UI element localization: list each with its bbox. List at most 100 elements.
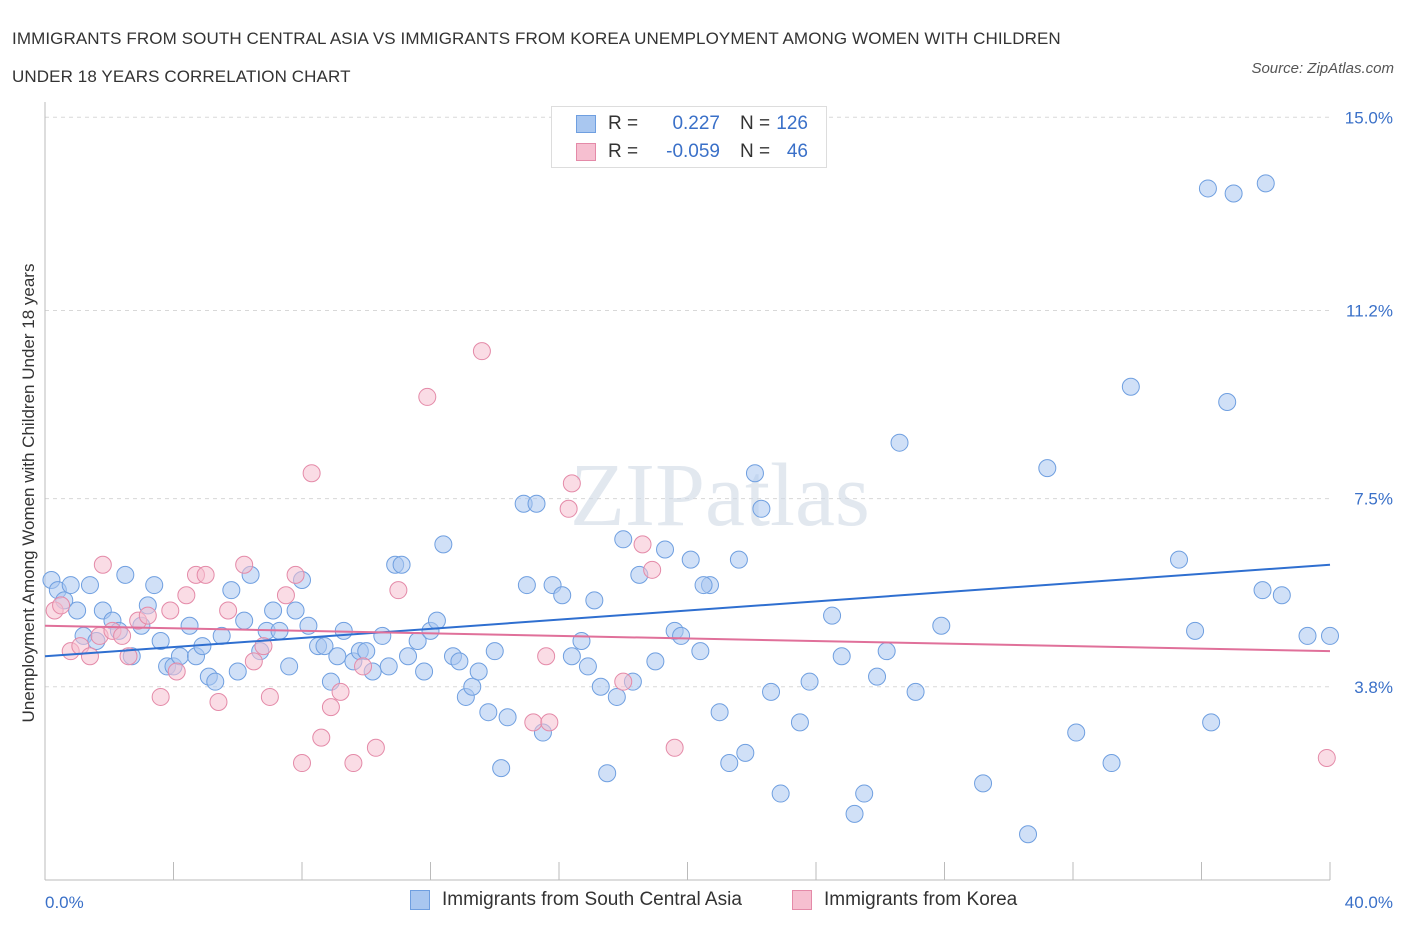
point-south-central-asia (890, 433, 909, 452)
point-south-central-asia (479, 703, 498, 722)
point-south-central-asia (1170, 550, 1189, 569)
point-south-central-asia (434, 535, 453, 554)
point-korea (312, 728, 331, 747)
legend-n-label: N = (740, 141, 771, 162)
point-south-central-asia (974, 774, 993, 793)
point-south-central-asia (463, 677, 482, 696)
point-korea (167, 662, 186, 681)
point-south-central-asia (672, 626, 691, 645)
legend-r-value: 0.227 (672, 113, 720, 134)
point-south-central-asia (729, 550, 748, 569)
legend-swatch-pink (576, 143, 596, 161)
point-korea (80, 647, 99, 666)
chart-title: IMMIGRANTS FROM SOUTH CENTRAL ASIA VS IM… (12, 20, 1212, 96)
point-south-central-asia (691, 642, 710, 661)
point-korea (209, 693, 228, 712)
point-korea (540, 713, 559, 732)
point-south-central-asia (527, 494, 546, 513)
legend-n-value: 126 (776, 113, 808, 134)
point-south-central-asia (68, 601, 87, 620)
point-south-central-asia (572, 632, 591, 651)
point-korea (331, 682, 350, 701)
point-south-central-asia (1321, 626, 1339, 645)
point-korea (119, 647, 138, 666)
legend-row-pink: R = -0.059 N = 46 (576, 140, 808, 164)
point-south-central-asia (868, 667, 887, 686)
x-tick-label-min: 0.0% (45, 893, 84, 912)
point-south-central-asia (932, 616, 951, 635)
legend-label-korea: Immigrants from Korea (824, 889, 1018, 910)
point-south-central-asia (379, 657, 398, 676)
point-south-central-asia (328, 647, 347, 666)
y-tick-label: 3.8% (1354, 678, 1393, 697)
correlation-legend: R = 0.227 N = 126 R = -0.059 N = 46 (551, 106, 827, 168)
point-south-central-asia (752, 499, 771, 518)
point-south-central-asia (469, 662, 488, 681)
y-tick-label: 11.2% (1346, 301, 1393, 320)
point-korea (286, 565, 305, 584)
point-south-central-asia (498, 708, 517, 727)
legend-n-value: 46 (786, 141, 808, 162)
point-south-central-asia (264, 601, 283, 620)
point-south-central-asia (1298, 626, 1317, 645)
point-south-central-asia (614, 530, 633, 549)
point-south-central-asia (845, 804, 864, 823)
legend-n-label: N = (740, 113, 771, 134)
point-south-central-asia (790, 713, 809, 732)
point-korea (562, 474, 581, 493)
point-south-central-asia (1067, 723, 1086, 742)
point-korea (293, 754, 311, 773)
trend-lines (44, 563, 1331, 658)
point-south-central-asia (415, 662, 434, 681)
point-south-central-asia (607, 687, 626, 706)
point-korea (177, 586, 196, 605)
point-south-central-asia (1121, 377, 1140, 396)
point-south-central-asia (357, 642, 376, 661)
point-south-central-asia (280, 657, 299, 676)
point-south-central-asia (720, 754, 739, 773)
point-south-central-asia (1256, 174, 1275, 193)
point-south-central-asia (823, 606, 842, 625)
point-south-central-asia (681, 550, 700, 569)
point-south-central-asia (1038, 459, 1057, 478)
point-south-central-asia (1202, 713, 1221, 732)
point-korea (665, 738, 684, 757)
point-south-central-asia (771, 784, 790, 803)
trend-line-south-central-asia (44, 563, 1331, 658)
legend-row-blue: R = 0.227 N = 126 (576, 112, 808, 136)
legend-swatch-pink (792, 890, 812, 910)
point-korea (151, 687, 170, 706)
y-axis-label: Unemployment Among Women with Children U… (19, 264, 38, 723)
point-south-central-asia (832, 647, 851, 666)
trend-line-korea (44, 624, 1331, 653)
point-south-central-asia (427, 611, 446, 630)
point-korea (614, 672, 633, 691)
point-korea (260, 687, 279, 706)
point-south-central-asia (1253, 581, 1272, 600)
point-korea (1317, 748, 1336, 767)
point-korea (235, 555, 254, 574)
point-korea (219, 601, 238, 620)
point-south-central-asia (585, 591, 604, 610)
point-south-central-asia (598, 764, 617, 783)
point-south-central-asia (80, 576, 99, 595)
point-south-central-asia (855, 784, 874, 803)
point-south-central-asia (710, 703, 729, 722)
point-south-central-asia (1019, 825, 1038, 844)
point-korea (524, 713, 543, 732)
point-south-central-asia (1198, 179, 1217, 198)
point-south-central-asia (591, 677, 610, 696)
point-south-central-asia (235, 611, 254, 630)
point-korea (354, 657, 373, 676)
point-south-central-asia (206, 672, 225, 691)
point-south-central-asia (399, 647, 418, 666)
point-south-central-asia (61, 576, 80, 595)
point-korea (344, 754, 363, 773)
point-korea (113, 626, 132, 645)
legend-r-value: -0.059 (666, 141, 720, 162)
point-korea (633, 535, 652, 554)
point-south-central-asia (1224, 184, 1243, 203)
point-korea (161, 601, 180, 620)
point-south-central-asia (315, 637, 334, 656)
chart-title-line2: UNDER 18 YEARS CORRELATION CHART (12, 67, 351, 86)
